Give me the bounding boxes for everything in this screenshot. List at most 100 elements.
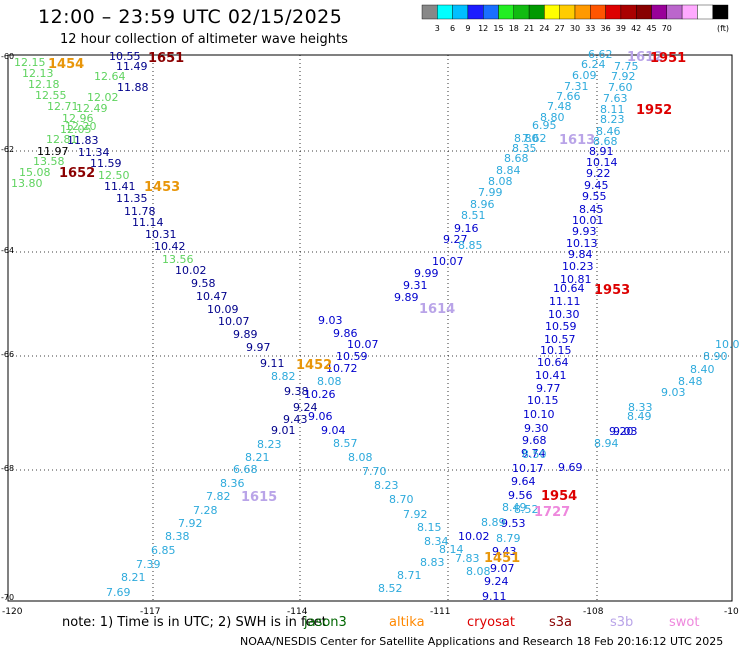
- colorbar-swatch: [467, 4, 484, 20]
- wave-height-value: 9.89: [233, 328, 258, 341]
- pass-time-label: 1727: [534, 505, 570, 520]
- colorbar-label: 18: [509, 24, 519, 33]
- wave-height-value: 12.55: [35, 89, 67, 102]
- map-grid: [7, 54, 733, 602]
- satellite-track: 11.97: [37, 145, 69, 158]
- wave-height-value: 12.81: [46, 133, 78, 146]
- wave-height-value: 8.14: [439, 543, 464, 556]
- wave-height-value: 10.23: [562, 260, 594, 273]
- wave-height-value: 8.34: [424, 535, 449, 548]
- wave-height-value: 8.21: [245, 451, 270, 464]
- wave-height-value: 9.03: [661, 386, 686, 399]
- satellite-legend-item: jason3: [303, 615, 347, 630]
- wave-height-value: 13.56: [162, 253, 194, 266]
- wave-height-value: 10.14: [586, 156, 618, 169]
- wave-height-value: 8.84: [496, 164, 521, 177]
- colorbar-swatch: [513, 4, 530, 20]
- latitude-label: -68: [1, 464, 14, 473]
- wave-height-value: 9.16: [454, 222, 479, 235]
- wave-height-value: 7.69: [106, 586, 131, 599]
- colorbar-swatch: [498, 4, 515, 20]
- colorbar-label: (ft): [717, 24, 729, 33]
- wave-height-value: 11.97: [37, 145, 69, 158]
- colorbar-label: 30: [570, 24, 580, 33]
- latitude-label: -66: [1, 350, 14, 359]
- colorbar-label: 12: [478, 24, 488, 33]
- wave-height-value: 9.07: [490, 562, 515, 575]
- satellite-track: 8.578.087.708.238.707.928.158.348.148.83…: [333, 48, 639, 595]
- wave-height-value: 10.41: [535, 369, 567, 382]
- wave-height-value: 10.57: [544, 333, 576, 346]
- wave-height-value: 11.35: [116, 192, 148, 205]
- wave-height-value: 11.78: [124, 205, 156, 218]
- wave-height-value: 8.15: [417, 521, 442, 534]
- wave-height-value: 10.09: [207, 303, 239, 316]
- colorbar-swatch: [483, 4, 499, 20]
- wave-height-value: 8.68: [593, 135, 618, 148]
- wave-height-value: 7.60: [608, 81, 633, 94]
- wave-height-value: 8.11: [600, 103, 625, 116]
- wave-height-value: 7.28: [193, 504, 218, 517]
- wave-height-value: 7.31: [564, 80, 589, 93]
- wave-height-value: 12.20: [65, 120, 97, 133]
- wave-height-value: 12.71: [47, 100, 79, 113]
- colorbar-label: 24: [539, 24, 549, 33]
- wave-height-value: 6.24: [581, 58, 606, 71]
- wave-height-value: 8.94: [594, 437, 619, 450]
- wave-height-value: 9.56: [508, 489, 533, 502]
- wave-height-value: 11.59: [90, 157, 122, 170]
- longitude-label: -120: [2, 607, 23, 617]
- wave-height-value: 10.64: [553, 282, 585, 295]
- wave-height-value: 12.15: [14, 56, 46, 69]
- wave-height-value: 8.23: [600, 113, 625, 126]
- satellite-track: 8.82 8.088.238.216.688.367.827.287.928.38…: [106, 370, 342, 599]
- wave-height-value: 8.52: [514, 503, 539, 516]
- wave-height-value: 9.38: [284, 385, 309, 398]
- colorbar-label: 36: [601, 24, 611, 33]
- pass-time-label: 1951: [650, 51, 686, 66]
- pass-time-label: 1953: [594, 283, 630, 298]
- colorbar-label: 42: [631, 24, 641, 33]
- wave-height-value: 9.86: [333, 327, 358, 340]
- wave-height-value: 11.41: [104, 180, 136, 193]
- wave-height-value: 8.23: [374, 479, 399, 492]
- wave-height-value: 9.74: [521, 447, 546, 460]
- pass-time-label: 1614: [419, 302, 455, 317]
- wave-height-value: 9.01: [271, 424, 296, 437]
- colorbar-swatch: [605, 4, 622, 20]
- pass-time-labels: 1651 1454 1652 1453 1452 1615 1614 1613 16121951…: [48, 50, 686, 566]
- wave-height-value: 9.43: [492, 545, 517, 558]
- pass-time-label: 1453: [144, 180, 180, 195]
- footnote: note: 1) Time is in UTC; 2) SWH is in fe…: [62, 615, 327, 630]
- wave-height-value: 7.82: [206, 490, 231, 503]
- wave-height-value: 9.04: [321, 424, 346, 437]
- wave-height-value: 10.30: [548, 308, 580, 321]
- wave-height-value: 10.81: [560, 273, 592, 286]
- wave-height-value: 9.93: [572, 225, 597, 238]
- wave-height-value: 6.09: [572, 69, 597, 82]
- wave-height-value: 9.68: [522, 434, 547, 447]
- satellite-legend: jason3 altika cryosat s3a s3b swot: [303, 615, 699, 630]
- wave-height-value: 10.64: [537, 356, 569, 369]
- wave-height-value: 8.36: [220, 477, 245, 490]
- wave-height-value: 10.59: [336, 350, 368, 363]
- colorbar-swatch: [590, 4, 606, 20]
- wave-height-value: 8.38: [165, 530, 190, 543]
- colorbar-label: 6: [450, 24, 455, 33]
- wave-height-value: 10.59: [545, 320, 577, 333]
- wave-height-value: 9.03: [613, 425, 638, 438]
- colorbar-legend: 3 6 9 12 15 18 21 24 27 30 33 36 39 42 45 70 (ft): [421, 4, 729, 33]
- wave-height-value: 8.82: [271, 370, 296, 383]
- wave-height-value: 8.79: [496, 532, 521, 545]
- wave-height-value: 9.89: [394, 291, 419, 304]
- wave-height-value: 9.20: [609, 425, 634, 438]
- wave-height-value: 10.0: [715, 338, 740, 351]
- wave-height-value: 9.06: [308, 410, 333, 423]
- wave-height-value: 9.03: [318, 314, 343, 327]
- wave-height-value: 9.43: [283, 413, 308, 426]
- latitude-label: -60: [1, 52, 14, 61]
- wave-height-value: 9.64: [511, 475, 536, 488]
- colorbar-swatch: [559, 4, 576, 20]
- wave-height-value: 8.08: [466, 565, 491, 578]
